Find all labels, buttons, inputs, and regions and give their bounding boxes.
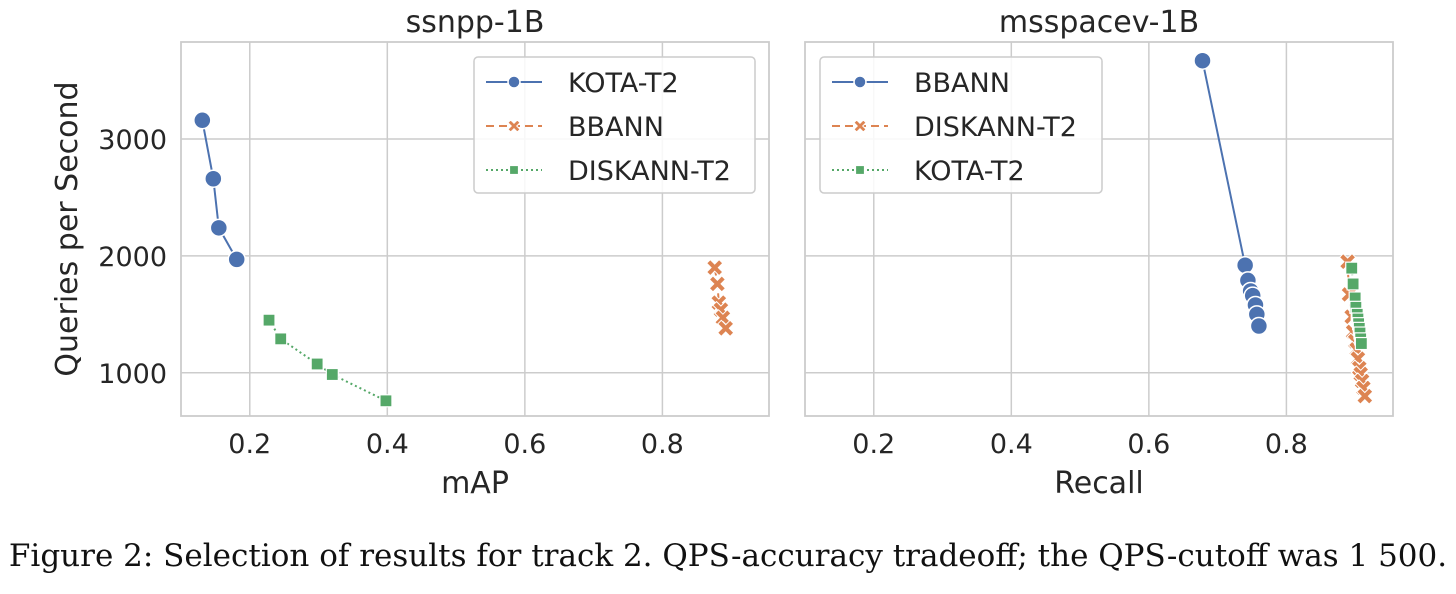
legend-marker xyxy=(853,75,867,89)
legend: KOTA-T2 BBANN DISKANN-T2 xyxy=(473,56,756,194)
chart-title: ssnpp-1B xyxy=(406,5,545,40)
legend-label: DISKANN-T2 xyxy=(568,156,731,187)
data-point xyxy=(227,250,246,269)
legend-marker xyxy=(507,119,521,133)
data-point xyxy=(1235,255,1255,275)
legend-label: BBANN xyxy=(914,68,1010,99)
data-point xyxy=(262,313,276,327)
legend-marker xyxy=(854,164,866,176)
series-bbann xyxy=(1193,51,1269,336)
data-point xyxy=(379,394,393,408)
x-tick-label: 0.4 xyxy=(366,429,409,460)
data-point xyxy=(1345,261,1359,275)
data-point xyxy=(325,367,339,382)
y-tick-label: 2000 xyxy=(98,242,167,273)
series-kota-t2 xyxy=(1345,261,1368,351)
legend-label: DISKANN-T2 xyxy=(914,112,1077,143)
series-diskann-t2 xyxy=(262,313,393,408)
x-tick-label: 0.2 xyxy=(852,429,895,460)
chart-title: msspacev-1B xyxy=(999,5,1199,40)
x-tick-label: 0.6 xyxy=(1127,429,1170,460)
series-bbann xyxy=(705,258,735,338)
x-tick-label: 0.4 xyxy=(990,429,1033,460)
data-point xyxy=(1193,51,1212,70)
series-kota-t2 xyxy=(193,111,246,269)
x-tick-label: 0.8 xyxy=(641,429,684,460)
chart-panel-2: msspacev-1B 0.2 0.4 0.6 0.8 Recall BBANN DISKAN… xyxy=(804,5,1394,501)
legend-marker xyxy=(507,75,521,89)
data-point xyxy=(274,332,288,346)
figure-caption: Figure 2: Selection of results for track… xyxy=(8,538,1448,574)
data-point xyxy=(209,218,229,238)
x-axis-label: Recall xyxy=(1054,466,1144,501)
legend-box xyxy=(473,56,756,194)
data-point xyxy=(708,275,727,293)
data-point xyxy=(204,169,223,188)
y-axis-label: Queries per Second xyxy=(50,81,85,376)
data-point xyxy=(310,357,324,371)
data-point xyxy=(1354,336,1368,351)
chart-panel-1: ssnpp-1B 0.2 0.4 0.6 0.8 1000 2000 3000 mAP KOTA-… xyxy=(98,5,770,501)
data-point xyxy=(193,111,212,130)
plot-frame xyxy=(180,41,770,417)
plot-frame xyxy=(804,41,1394,417)
legend-label: BBANN xyxy=(568,112,664,143)
y-tick-label: 3000 xyxy=(98,125,167,156)
x-tick-label: 0.8 xyxy=(1265,429,1308,460)
series-line xyxy=(201,120,238,260)
data-point xyxy=(1249,316,1269,336)
legend-box xyxy=(819,56,1103,194)
data-point xyxy=(1356,387,1374,405)
x-axis-label: mAP xyxy=(441,466,509,501)
y-tick-label: 1000 xyxy=(98,359,167,390)
legend-label: KOTA-T2 xyxy=(568,68,679,99)
x-tick-label: 0.6 xyxy=(503,429,546,460)
data-point xyxy=(1346,277,1360,291)
data-point xyxy=(705,258,724,277)
legend-label: KOTA-T2 xyxy=(914,156,1025,187)
data-point xyxy=(716,319,735,338)
x-tick-label: 0.2 xyxy=(228,429,271,460)
legend: BBANN DISKANN-T2 KOTA-T2 xyxy=(819,56,1103,194)
legend-marker xyxy=(508,164,520,176)
legend-marker xyxy=(853,119,867,133)
